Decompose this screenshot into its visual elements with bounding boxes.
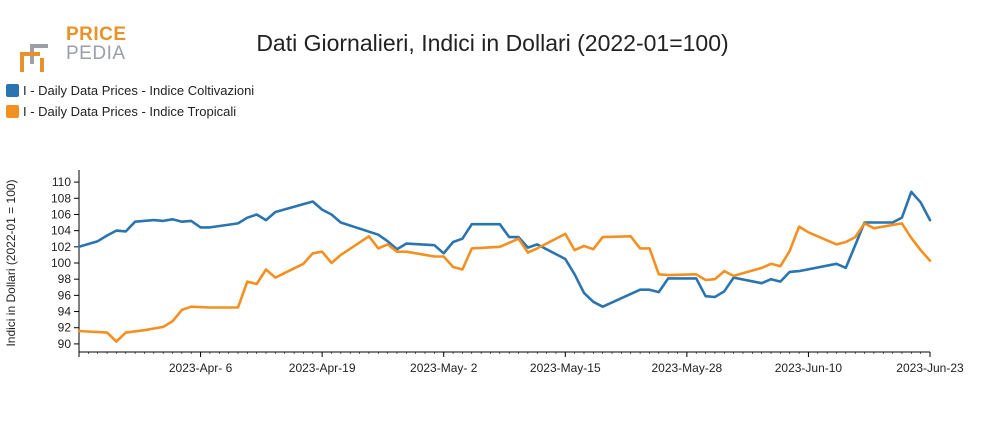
y-tick-label: 94 xyxy=(58,305,72,319)
y-tick-label: 102 xyxy=(51,240,71,254)
chart-title: Dati Giornalieri, Indici in Dollari (202… xyxy=(256,30,729,56)
legend-item-tropicali[interactable]: I - Daily Data Prices - Indice Tropicali xyxy=(6,101,254,122)
y-tick-label: 106 xyxy=(51,207,71,221)
x-tick-label: 2023-May-15 xyxy=(530,361,601,375)
y-axis-label: Indici in Dollari (2022-01 = 100) xyxy=(4,179,18,346)
y-tick-label: 90 xyxy=(58,337,72,351)
legend-swatch-tropicali xyxy=(6,105,19,118)
legend-item-coltivazioni[interactable]: I - Daily Data Prices - Indice Coltivazi… xyxy=(6,80,254,101)
x-tick-label: 2023-Jun-10 xyxy=(775,361,843,375)
logo-mark-icon xyxy=(20,44,48,72)
x-tick-label: 2023-Jun-23 xyxy=(896,361,964,375)
series-line-tropicali xyxy=(77,222,932,343)
y-tick-label: 108 xyxy=(51,191,71,205)
legend-swatch-coltivazioni xyxy=(6,84,19,97)
x-tick-label: 2023-May-28 xyxy=(651,361,722,375)
legend-label-tropicali: I - Daily Data Prices - Indice Tropicali xyxy=(23,104,237,119)
legend-label-coltivazioni: I - Daily Data Prices - Indice Coltivazi… xyxy=(23,83,255,98)
y-tick-label: 110 xyxy=(52,175,71,189)
logo-text-price: PRICE xyxy=(66,24,127,45)
logo-text-pedia: PEDIA xyxy=(66,43,126,64)
y-tick-label: 96 xyxy=(58,288,72,302)
series-line-coltivazioni xyxy=(77,190,932,308)
x-tick-label: 2023-Apr- 6 xyxy=(169,361,233,375)
x-tick-label: 2023-Apr-19 xyxy=(289,361,356,375)
y-tick-label: 92 xyxy=(58,321,72,335)
pricepedia-logo: PRICE PEDIA xyxy=(18,24,128,72)
chart-legend: I - Daily Data Prices - Indice Coltivazi… xyxy=(6,80,254,122)
y-tick-label: 98 xyxy=(58,272,72,286)
y-tick-label: 104 xyxy=(51,224,71,238)
x-tick-label: 2023-May- 2 xyxy=(410,361,478,375)
y-tick-label: 100 xyxy=(51,256,71,270)
